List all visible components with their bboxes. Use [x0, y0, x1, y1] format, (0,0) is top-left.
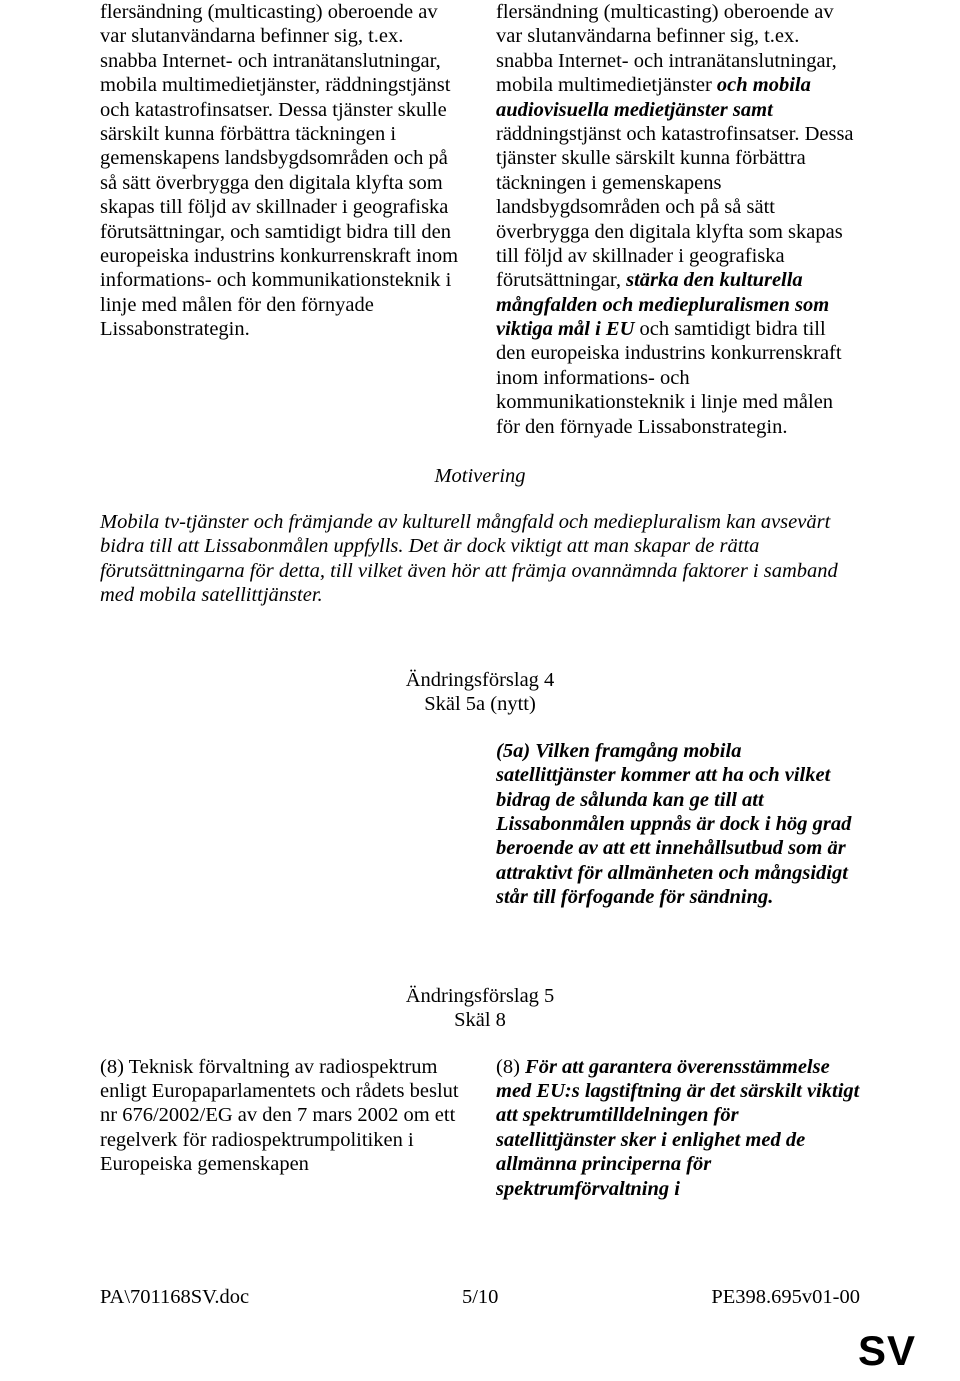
amendment-4-header: Ändringsförslag 4 Skäl 5a (nytt): [100, 668, 860, 717]
motivering-body: Mobila tv-tjänster och främjande av kult…: [100, 510, 860, 608]
footer-left: PA\701168SV.doc: [100, 1286, 249, 1309]
amendment-4-subtitle: Skäl 5a (nytt): [100, 692, 860, 717]
amendment-5-right: (8) För att garantera överensstämmelse m…: [496, 1055, 860, 1201]
footer-right: PE398.695v01-00: [711, 1286, 860, 1309]
amendment-4-title: Ändringsförslag 4: [100, 668, 860, 693]
amendment-5-left: (8) Teknisk förvaltning av radiospektrum…: [100, 1055, 464, 1201]
amendment-5-right-bold: För att garantera överensstämmelse med E…: [496, 1056, 859, 1200]
page-footer: PA\701168SV.doc 5/10 PE398.695v01-00: [100, 1286, 860, 1309]
amendment-4-text: (5a) Vilken framgång mobila satellittjän…: [496, 739, 860, 910]
amendment-5-right-prefix: (8): [496, 1056, 525, 1078]
amendment-5-title: Ändringsförslag 5: [100, 984, 860, 1009]
comparison-columns: flersändning (multicasting) oberoende av…: [100, 0, 860, 439]
amendment-4-columns: (5a) Vilken framgång mobila satellittjän…: [100, 739, 860, 910]
original-text-column: flersändning (multicasting) oberoende av…: [100, 0, 464, 439]
amendment-5-header: Ändringsförslag 5 Skäl 8: [100, 984, 860, 1033]
amendment-5-subtitle: Skäl 8: [100, 1008, 860, 1033]
amendment-5-columns: (8) Teknisk förvaltning av radiospektrum…: [100, 1055, 860, 1201]
language-mark: SV: [858, 1327, 916, 1375]
motivering-heading: Motivering: [100, 465, 860, 488]
original-text: flersändning (multicasting) oberoende av…: [100, 1, 458, 340]
amended-text-part2: räddningstjänst och katastrofinsatser. D…: [496, 123, 854, 291]
amendment-4-left-empty: [100, 739, 464, 910]
amended-text-column: flersändning (multicasting) oberoende av…: [496, 0, 860, 439]
footer-center: 5/10: [462, 1286, 498, 1309]
